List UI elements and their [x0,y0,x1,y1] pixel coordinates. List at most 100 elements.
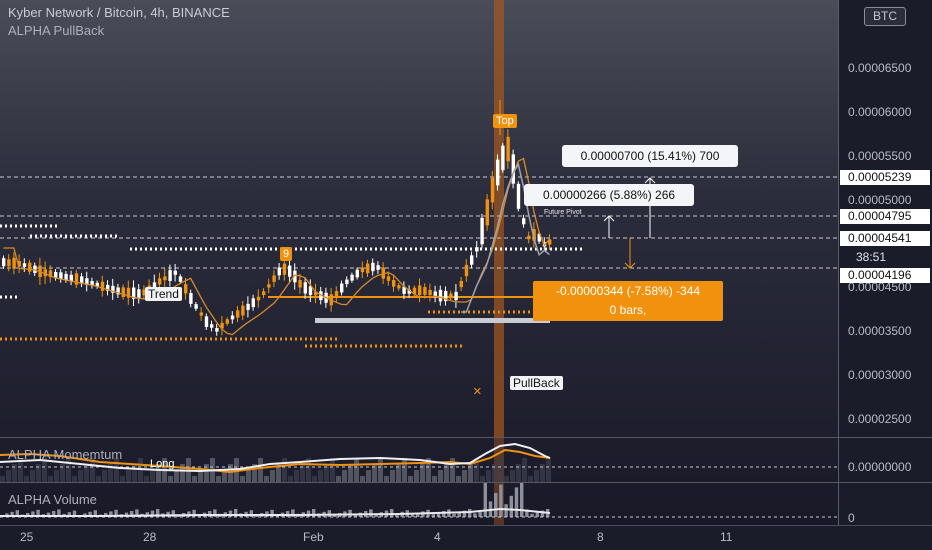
price-label: 0.00005000 [848,193,912,207]
volume-bar [327,510,331,517]
volume-average-line [0,507,551,517]
volume-bar [410,514,415,517]
volume-bar [208,511,212,517]
candle-body [386,276,391,281]
volume-label[interactable]: ALPHA Volume [8,492,97,507]
momentum-bar [408,476,413,482]
momentum-bar [528,476,533,482]
candle-body [381,267,385,279]
volume-bar [457,512,461,517]
candle-body [423,287,427,295]
volume-bar [156,509,160,517]
momentum-label[interactable]: ALPHA Momemtum [8,447,123,462]
candle-body [74,273,79,285]
candle-body [376,265,380,270]
volume-bar [213,509,217,517]
volume-bar [416,513,420,517]
candle-body [199,312,203,316]
candle-body [64,273,68,280]
candle-body [106,284,110,291]
momentum-bar [48,476,53,482]
momentum-bar [450,458,455,482]
volume-bar [374,513,378,517]
pane-divider-1[interactable] [0,437,838,438]
candle-body [189,293,193,304]
momentum-line-white [0,442,551,473]
moving-average-grey [461,162,550,313]
candle-body [95,282,99,287]
volume-bar [150,510,155,517]
momentum-bar [42,458,47,482]
volume-bar [52,511,56,517]
candle-body [308,286,313,296]
pane-divider-2[interactable] [0,482,838,483]
momentum-bar [84,464,89,482]
momentum-bar [522,458,527,482]
momentum-bar [132,464,137,482]
price-label: 0.00004500 [848,280,912,294]
momentum-bar [534,470,539,482]
volume-bar [249,510,253,517]
candle-body [319,291,323,301]
momentum-bar [114,458,119,482]
volume-bar [473,513,477,517]
candle-body [236,310,240,318]
measure-arrow-down-head [624,262,636,269]
candle-body [152,282,157,288]
candle-body [392,280,396,287]
candle-body [371,262,375,272]
indicator-label[interactable]: ALPHA PullBack [8,23,105,38]
candle-body [241,305,245,316]
axis-divider-1 [838,437,932,438]
candle-body [251,298,255,308]
candle-body [132,287,136,299]
momentum-bar [90,458,95,482]
momentum-bar [18,458,23,482]
trend-label: Trend [145,287,182,301]
volume-bar [535,512,539,517]
long-label: Long [150,458,175,470]
time-axis[interactable] [0,525,932,550]
candle-body [402,286,406,294]
measure-box-1: 0.00000700 (15.41%) 700 [562,145,738,167]
momentum-bar [390,470,395,482]
price-tag-top: 0.00005239 [840,170,930,185]
momentum-bar [360,476,365,482]
volume-bar [228,510,233,517]
momentum-bar [306,458,311,482]
momentum-bar [438,470,443,482]
momentum-bar [270,470,275,482]
candle-body [511,154,515,184]
momentum-pane[interactable] [0,438,838,483]
candle-body [100,281,105,291]
candle-body [220,322,224,329]
volume-bar [369,509,373,517]
candle-body [355,269,359,278]
volume-bar [36,509,40,517]
price-label: 0.00002500 [848,412,912,426]
volume-bar [436,512,441,517]
cross-marker: × [473,383,482,400]
momentum-bar [312,476,317,482]
volume-bar [442,511,446,517]
future-pivot-label: Future Pivot [544,209,582,216]
volume-bar [525,509,529,517]
momentum-bar [72,476,77,482]
volume-bar [395,513,399,517]
volume-bar [15,510,19,517]
momentum-bar [510,470,515,482]
candle-body [548,239,552,245]
moving-average-orange [3,157,550,336]
candle-body [267,284,271,288]
currency-button[interactable]: BTC [864,7,906,26]
momentum-bar [456,476,461,482]
candle-body [345,279,349,285]
candle-body [350,274,354,281]
candle-body [454,291,458,301]
volume-bar [504,504,508,517]
volume-pane[interactable] [0,483,838,525]
candle-body [314,291,318,296]
volume-bar [57,509,61,517]
volume-bar [509,495,513,517]
